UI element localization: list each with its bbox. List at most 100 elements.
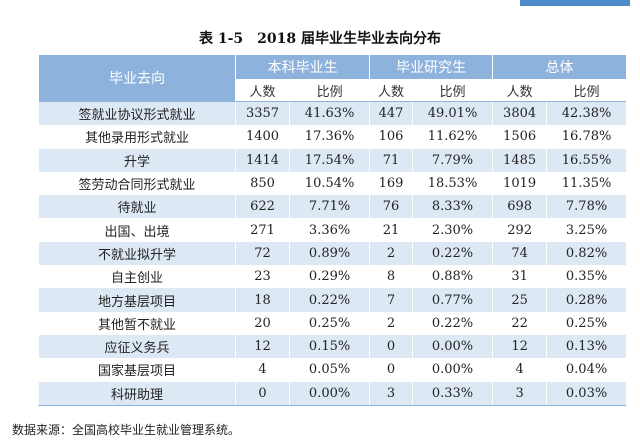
table-cell: 11.35% [546,171,626,196]
table-cell: 0.25% [289,311,370,335]
header-cell: 毕业去向 [38,55,236,102]
table-row: 不就业拟升学 72 0.89% 2 0.22% 74 0.82% [38,241,626,266]
row-label: 签就业协议形式就业 [38,101,236,126]
subheader-cell: 人数 [234,79,290,102]
table-cell: 0.89% [289,241,370,266]
table-row: 出国、出境 271 3.36% 21 2.30% 292 3.25% [38,218,626,242]
table-cell: 0 [369,358,413,382]
subheader-cell: 比例 [546,79,626,102]
table-cell: 17.36% [289,125,370,149]
table-cell: 0.29% [289,265,370,289]
table-cell: 71 [369,148,413,172]
table-cell: 0.33% [411,381,493,406]
table-cell: 0.88% [411,265,493,289]
row-label: 国家基层项目 [38,358,236,382]
table-cell: 7 [369,288,413,312]
table-cell: 3 [492,381,547,406]
table-cell: 21 [369,218,413,242]
table-row: 签就业协议形式就业 3357 41.63% 447 49.01% 3804 42.38% [38,101,626,126]
table-row: 签劳动合同形式就业 850 10.54% 169 18.53% 1019 11.35% [38,171,626,196]
table-cell: 2 [369,311,413,335]
header-cell: 总体 [492,55,626,79]
subheader-cell: 比例 [289,79,370,102]
table-row: 科研助理 0 0.00% 3 0.33% 3 0.03% [38,381,626,406]
table-cell: 447 [369,101,413,126]
table-cell: 18 [234,288,290,312]
table-cell: 17.54% [289,148,370,172]
table-cell: 0.00% [411,334,493,359]
row-label: 应征义务兵 [38,334,236,359]
table-cell: 41.63% [289,101,370,126]
table-cell: 4 [234,358,290,382]
table-cell: 0.35% [546,265,626,289]
table-cell: 11.62% [411,125,493,149]
subheader-row: 人数 比例 人数 比例 人数 比例 [39,79,626,102]
table-row: 自主创业 23 0.29% 8 0.88% 31 0.35% [38,265,626,289]
table-cell: 0.15% [289,334,370,359]
table-cell: 0.05% [289,358,370,382]
table-cell: 0.25% [546,311,626,335]
table-cell: 22 [492,311,547,335]
table-cell: 106 [369,125,413,149]
table-row: 待就业 622 7.71% 76 8.33% 698 7.78% [38,195,626,219]
table: 毕业去向 本科毕业生 毕业研究生 总体 人数 比例 人数 比例 人数 比例 签就业协议形式… [38,55,626,406]
table-cell: 16.55% [546,148,626,172]
table-cell: 72 [234,241,290,266]
table-cell: 2 [369,241,413,266]
table-row: 国家基层项目 4 0.05% 0 0.00% 4 0.04% [38,358,626,382]
table-cell: 12 [492,334,547,359]
table-cell: 0.00% [411,358,493,382]
table-cell: 42.38% [546,101,626,126]
row-label: 地方基层项目 [38,288,236,312]
table-cell: 292 [492,218,547,242]
row-label: 不就业拟升学 [38,241,236,266]
table-head: 毕业去向 本科毕业生 毕业研究生 总体 人数 比例 人数 比例 人数 比例 [38,55,626,102]
table-row: 升学 1414 17.54% 71 7.79% 1485 16.55% [38,148,626,172]
table-cell: 31 [492,265,547,289]
header-cell: 毕业研究生 [369,55,493,79]
table-cell: 0.22% [289,288,370,312]
subheader-cell: 人数 [369,79,413,102]
table-cell: 0.77% [411,288,493,312]
table-cell: 0 [369,334,413,359]
row-label: 待就业 [38,195,236,219]
table-row: 其他录用形式就业 1400 17.36% 106 11.62% 1506 16.78% [38,125,626,149]
top-bar [520,0,630,6]
table-cell: 7.78% [546,195,626,219]
row-label: 自主创业 [38,265,236,289]
table-cell: 7.79% [411,148,493,172]
table-cell: 0.03% [546,381,626,406]
table-cell: 8.33% [411,195,493,219]
header-cell: 本科毕业生 [234,55,370,79]
table-cell: 18.53% [411,171,493,196]
table-cell: 0 [234,381,290,406]
row-label: 其他录用形式就业 [38,125,236,149]
table-cell: 1400 [234,125,290,149]
table-cell: 3357 [234,101,290,126]
table-cell: 23 [234,265,290,289]
table-cell: 10.54% [289,171,370,196]
table-cell: 8 [369,265,413,289]
table-cell: 0.82% [546,241,626,266]
table-cell: 0.28% [546,288,626,312]
table-cell: 0.13% [546,334,626,359]
table-cell: 3.25% [546,218,626,242]
table-cell: 169 [369,171,413,196]
subheader-cell: 人数 [492,79,547,102]
table-cell: 850 [234,171,290,196]
table-cell: 1414 [234,148,290,172]
row-label: 科研助理 [38,381,236,406]
table-body: 签就业协议形式就业 3357 41.63% 447 49.01% 3804 42.38% 其他… [38,101,626,406]
table-row: 地方基层项目 18 0.22% 7 0.77% 25 0.28% [38,288,626,312]
table-title: 表 1-5 2018 届毕业生毕业去向分布 [198,31,441,47]
table-cell: 25 [492,288,547,312]
row-label: 出国、出境 [38,218,236,242]
header-row: 毕业去向 本科毕业生 毕业研究生 总体 [38,55,626,102]
table-cell: 12 [234,334,290,359]
row-label: 其他暂不就业 [38,311,236,335]
table-row: 其他暂不就业 20 0.25% 2 0.22% 22 0.25% [38,311,626,335]
table-cell: 1019 [492,171,547,196]
table-cell: 2.30% [411,218,493,242]
table-cell: 0.00% [289,381,370,406]
